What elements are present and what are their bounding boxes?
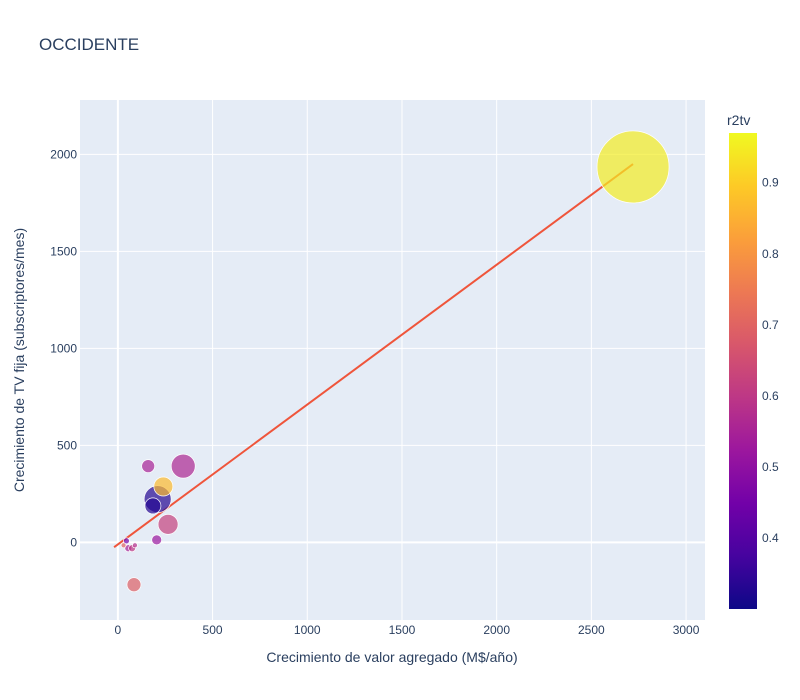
colorbar bbox=[729, 133, 757, 609]
colorbar-tick-label: 0.5 bbox=[762, 460, 779, 474]
data-point bbox=[170, 453, 196, 479]
data-point bbox=[126, 577, 142, 593]
y-tick-label: 2000 bbox=[50, 147, 77, 161]
colorbar-title: r2tv bbox=[727, 112, 750, 128]
x-tick-label: 3000 bbox=[673, 623, 700, 637]
colorbar-tick-label: 0.6 bbox=[762, 389, 779, 403]
y-tick-label: 0 bbox=[70, 535, 77, 549]
x-axis-title: Crecimiento de valor agregado (M$/año) bbox=[266, 649, 517, 665]
trendline bbox=[113, 163, 634, 549]
colorbar-tick-label: 0.9 bbox=[762, 176, 779, 190]
data-point bbox=[153, 476, 174, 497]
y-tick-labels: 0 500 1000 1500 2000 bbox=[50, 147, 77, 549]
data-point bbox=[120, 542, 127, 549]
data-point bbox=[132, 542, 138, 549]
colorbar-tick-label: 0.4 bbox=[762, 531, 779, 545]
y-tick-label: 1500 bbox=[50, 244, 77, 258]
x-tick-label: 1500 bbox=[389, 623, 416, 637]
data-point bbox=[144, 497, 162, 515]
data-points bbox=[120, 130, 670, 593]
x-tick-label: 500 bbox=[203, 623, 223, 637]
data-point bbox=[123, 537, 130, 545]
colorbar-tick-label: 0.8 bbox=[762, 247, 779, 261]
trendline-group bbox=[113, 163, 634, 549]
y-tick-label: 500 bbox=[57, 438, 77, 452]
colorbar-tick-label: 0.7 bbox=[762, 318, 779, 332]
y-axis-title: Crecimiento de TV fija (subscriptores/me… bbox=[11, 228, 27, 492]
x-tick-label: 0 bbox=[115, 623, 122, 637]
data-point bbox=[151, 534, 163, 546]
data-point bbox=[157, 513, 179, 535]
colorbar-tick-labels: 0.4 0.5 0.6 0.7 0.8 0.9 bbox=[762, 176, 779, 545]
gridlines bbox=[80, 100, 705, 620]
x-tick-labels: 0 500 1000 1500 2000 2500 3000 bbox=[115, 623, 700, 637]
data-point bbox=[141, 459, 156, 473]
y-tick-label: 1000 bbox=[50, 341, 77, 355]
x-tick-label: 2000 bbox=[483, 623, 510, 637]
x-tick-label: 1000 bbox=[294, 623, 321, 637]
x-tick-label: 2500 bbox=[578, 623, 605, 637]
data-point bbox=[596, 130, 670, 204]
chart-title: OCCIDENTE bbox=[39, 35, 139, 54]
